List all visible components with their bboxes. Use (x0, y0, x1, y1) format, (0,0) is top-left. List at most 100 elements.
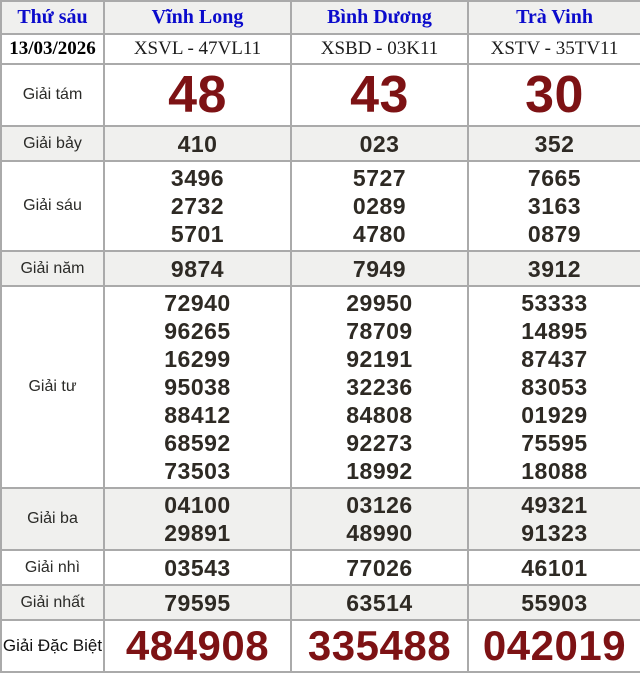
prize-row-eighth: Giải tám 48 43 30 (0, 63, 640, 127)
prize-label: Giải tư (0, 285, 105, 489)
prize-number: 63514 (346, 589, 413, 616)
prize-number: 84808 (346, 402, 413, 428)
weekday-header: Thứ sáu (0, 0, 105, 35)
draw-code-vinh-long: XSVL - 47VL11 (103, 33, 292, 65)
prize-number: 55903 (521, 589, 588, 616)
prize-number: 18088 (521, 458, 588, 484)
prize-number: 49321 (521, 492, 588, 518)
prize-label: Giải Đặc Biệt (0, 619, 105, 673)
prize-numbers: 79595 (103, 584, 292, 621)
prize-label: Giải tám (0, 63, 105, 127)
prize-number: 72940 (164, 290, 231, 316)
prize-number: 96265 (164, 318, 231, 344)
prize-number: 5727 (352, 165, 407, 191)
prize-numbers: 29950 78709 92191 32236 84808 92273 1899… (290, 285, 469, 489)
prize-numbers: 484908 (103, 619, 292, 673)
draw-code-tra-vinh: XSTV - 35TV11 (467, 33, 640, 65)
prize-numbers: 335488 (290, 619, 469, 673)
prize-numbers: 03126 48990 (290, 487, 469, 551)
prize-number: 88412 (164, 402, 231, 428)
prize-numbers: 7665 3163 0879 (467, 160, 640, 252)
prize-number: 73503 (164, 458, 231, 484)
prize-number: 48990 (346, 520, 413, 546)
prize-number: 9874 (170, 255, 225, 282)
prize-number: 0289 (352, 193, 407, 219)
prize-number: 32236 (346, 374, 413, 400)
prize-number: 46101 (521, 554, 588, 581)
prize-numbers: 023 (290, 125, 469, 162)
prize-numbers: 04100 29891 (103, 487, 292, 551)
prize-numbers: 48 (103, 63, 292, 127)
prize-row-fifth: Giải năm 9874 7949 3912 (0, 250, 640, 287)
station-header-tra-vinh: Trà Vinh (467, 0, 640, 35)
prize-number: 18992 (346, 458, 413, 484)
prize-numbers: 410 (103, 125, 292, 162)
prize-number: 79595 (164, 589, 231, 616)
station-header-vinh-long: Vĩnh Long (103, 0, 292, 35)
prize-numbers: 46101 (467, 549, 640, 586)
prize-number: 68592 (164, 430, 231, 456)
prize-label: Giải năm (0, 250, 105, 287)
prize-number: 29950 (346, 290, 413, 316)
prize-numbers: 77026 (290, 549, 469, 586)
prize-number: 7665 (527, 165, 582, 191)
prize-row-first: Giải nhất 79595 63514 55903 (0, 584, 640, 621)
prize-numbers: 03543 (103, 549, 292, 586)
prize-numbers: 55903 (467, 584, 640, 621)
prize-number: 48 (168, 66, 227, 124)
prize-numbers: 3496 2732 5701 (103, 160, 292, 252)
prize-number: 43 (350, 66, 409, 124)
prize-numbers: 53333 14895 87437 83053 01929 75595 1808… (467, 285, 640, 489)
prize-number: 484908 (125, 622, 270, 669)
prize-number: 410 (177, 130, 218, 157)
prize-number: 83053 (521, 374, 588, 400)
prize-number: 95038 (164, 374, 231, 400)
prize-row-fourth: Giải tư 72940 96265 16299 95038 88412 68… (0, 285, 640, 489)
draw-code-binh-duong: XSBD - 03K11 (290, 33, 469, 65)
prize-number: 16299 (164, 346, 231, 372)
prize-number: 53333 (521, 290, 588, 316)
prize-label: Giải sáu (0, 160, 105, 252)
prize-numbers: 49321 91323 (467, 487, 640, 551)
prize-number: 29891 (164, 520, 231, 546)
prize-numbers: 5727 0289 4780 (290, 160, 469, 252)
prize-row-second: Giải nhì 03543 77026 46101 (0, 549, 640, 586)
prize-label: Giải nhì (0, 549, 105, 586)
prize-number: 91323 (521, 520, 588, 546)
prize-number: 7949 (352, 255, 407, 282)
prize-number: 04100 (164, 492, 231, 518)
prize-label: Giải nhất (0, 584, 105, 621)
prize-number: 0879 (527, 221, 582, 247)
prize-number: 5701 (170, 221, 225, 247)
prize-number: 77026 (346, 554, 413, 581)
prize-numbers: 43 (290, 63, 469, 127)
prize-number: 14895 (521, 318, 588, 344)
prize-number: 3496 (170, 165, 225, 191)
prize-row-sixth: Giải sáu 3496 2732 5701 5727 0289 4780 7… (0, 160, 640, 252)
prize-numbers: 30 (467, 63, 640, 127)
prize-number: 87437 (521, 346, 588, 372)
station-header-binh-duong: Bình Dương (290, 0, 469, 35)
prize-label: Giải ba (0, 487, 105, 551)
prize-row-special: Giải Đặc Biệt 484908 335488 042019 (0, 619, 640, 673)
prize-number: 03543 (164, 554, 231, 581)
prize-number: 01929 (521, 402, 588, 428)
prize-number: 92191 (346, 346, 413, 372)
prize-number: 92273 (346, 430, 413, 456)
prize-numbers: 7949 (290, 250, 469, 287)
prize-number: 335488 (307, 622, 452, 669)
prize-numbers: 042019 (467, 619, 640, 673)
prize-number: 023 (359, 130, 400, 157)
prize-label: Giải bảy (0, 125, 105, 162)
prize-numbers: 72940 96265 16299 95038 88412 68592 7350… (103, 285, 292, 489)
prize-numbers: 63514 (290, 584, 469, 621)
prize-number: 4780 (352, 221, 407, 247)
prize-number: 352 (534, 130, 575, 157)
prize-numbers: 352 (467, 125, 640, 162)
prize-number: 75595 (521, 430, 588, 456)
prize-number: 78709 (346, 318, 413, 344)
prize-number: 042019 (482, 622, 627, 669)
prize-number: 30 (525, 66, 584, 124)
prize-row-third: Giải ba 04100 29891 03126 48990 49321 91… (0, 487, 640, 551)
